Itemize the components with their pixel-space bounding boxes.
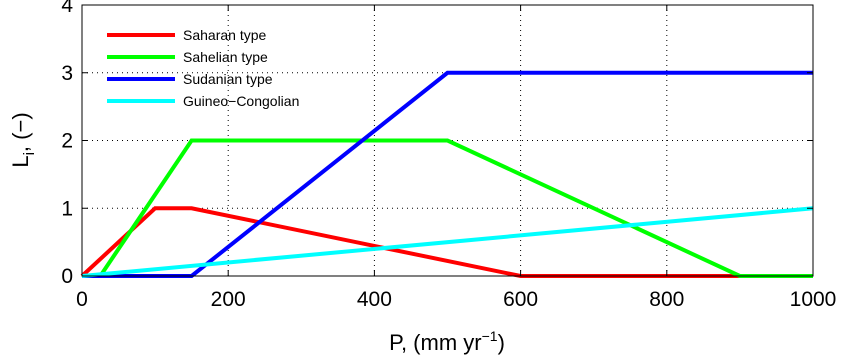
x-tick-label: 600 — [503, 288, 538, 311]
y-axis-label: Li, (−) — [8, 112, 38, 167]
x-tick-label: 200 — [211, 288, 246, 311]
legend-label: Sudanian type — [183, 71, 273, 87]
x-tick-label: 0 — [76, 288, 88, 311]
legend: Saharan type Sahelian type Sudanian type Gu… — [107, 27, 299, 109]
x-tick-label: 400 — [357, 288, 392, 311]
series-line — [81, 206, 814, 278]
axis-ticks: 0 200 400 600 800 1000 0 1 2 3 4 — [61, 0, 836, 311]
y-tick-label: 2 — [61, 130, 73, 153]
y-tick-label: 4 — [61, 0, 73, 17]
x-axis-label: P, (mm yr−1) — [389, 328, 505, 355]
legend-label: Sahelian type — [183, 49, 268, 65]
y-tick-label: 0 — [61, 265, 73, 288]
y-tick-label: 3 — [61, 62, 73, 85]
x-tick-label: 800 — [649, 288, 684, 311]
legend-label: Guineo−Congolian — [183, 93, 299, 109]
y-tick-label: 1 — [61, 197, 73, 220]
x-tick-label: 1000 — [790, 288, 837, 311]
legend-label: Saharan type — [183, 27, 266, 43]
